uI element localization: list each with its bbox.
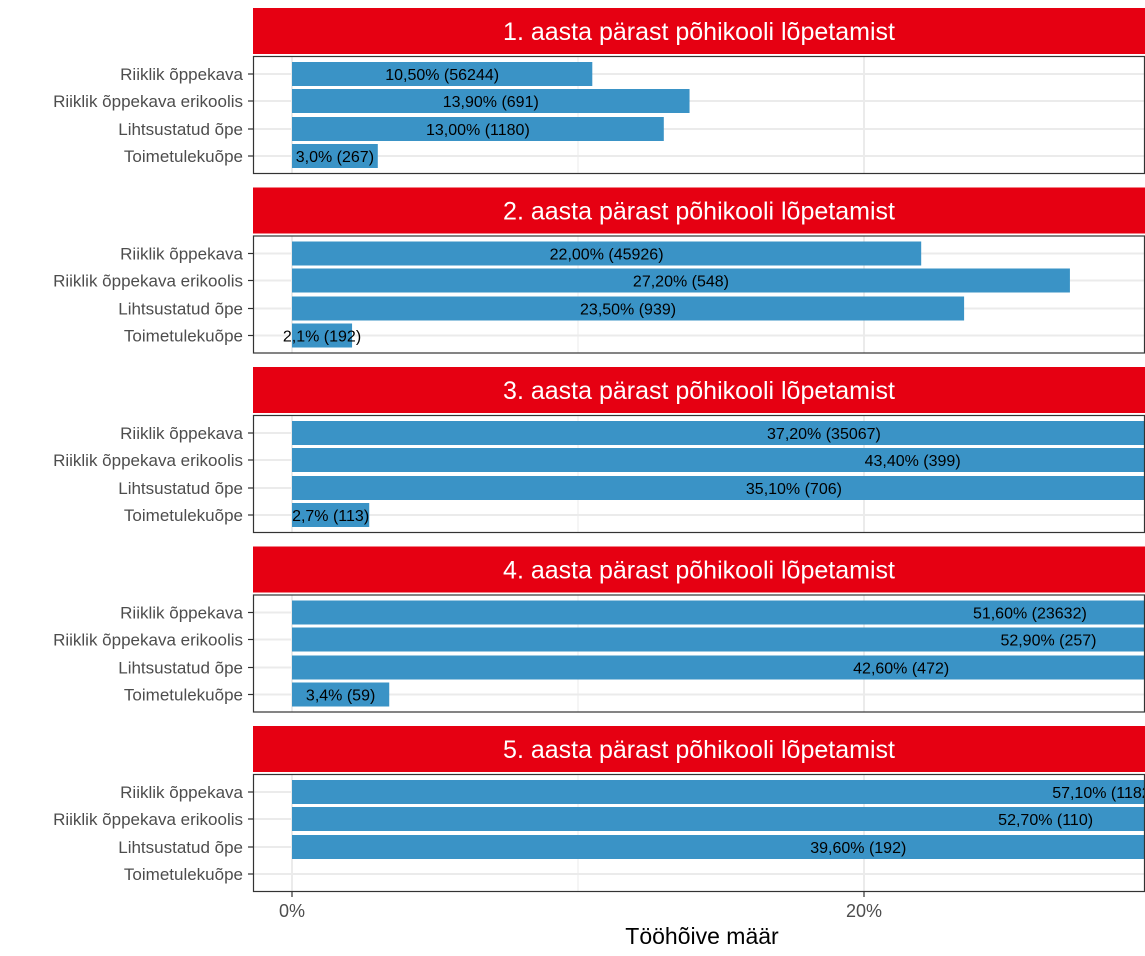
category-label: Toimetulekuõpe [124, 865, 243, 884]
bar-data-label: 3,4% (59) [306, 688, 375, 705]
bar [292, 780, 1145, 804]
x-axis-title: Tööhõive määr [625, 923, 779, 949]
bar-data-label: 43,40% (399) [865, 453, 961, 470]
facet-strip [253, 8, 1145, 54]
facet-title: 5. aasta pärast põhikooli lõpetamist [503, 736, 895, 764]
bar [292, 144, 378, 168]
category-label: Riiklik õppekava [120, 604, 243, 623]
category-label: Lihtsustatud õpe [118, 300, 243, 319]
bar [292, 503, 370, 527]
facet-title: 2. aasta pärast põhikooli lõpetamist [503, 198, 895, 226]
bar [292, 323, 353, 348]
bar [292, 807, 1145, 831]
category-label: Riiklik õppekava erikoolis [53, 631, 243, 650]
facet-strip [253, 367, 1145, 413]
bar-data-label: 2,1% (192) [283, 329, 361, 346]
bar [292, 62, 593, 86]
bar [292, 241, 922, 266]
bar-data-label: 22,00% (45926) [550, 247, 664, 264]
category-label: Riiklik õppekava [120, 783, 243, 802]
bar [292, 835, 1145, 859]
bar-data-label: 57,10% (11825) [1052, 785, 1145, 802]
category-label: Riiklik õppekava erikoolis [53, 272, 243, 291]
facet-panel: 4. aasta pärast põhikooli lõpetamist 51,6… [53, 546, 1145, 713]
facet-title: 4. aasta pärast põhikooli lõpetamist [503, 557, 895, 585]
x-axis: 0%20%40% [279, 892, 882, 921]
bar-data-label: 3,0% (267) [296, 149, 374, 166]
category-label: Lihtsustatud õpe [118, 838, 243, 857]
bar [292, 600, 1145, 625]
bar-data-label: 13,00% (1180) [426, 122, 530, 139]
bar-data-label: 35,10% (706) [746, 481, 842, 498]
bar-data-label: 37,20% (35067) [767, 426, 881, 443]
bar-data-label: 13,90% (691) [443, 94, 539, 111]
facet-panel: 3. aasta pärast põhikooli lõpetamist 37,2… [53, 367, 1145, 534]
bar [292, 117, 664, 141]
category-label: Riiklik õppekava erikoolis [53, 451, 243, 470]
facet-panel: 5. aasta pärast põhikooli lõpetamist 57,1… [53, 726, 1145, 893]
bar-data-label: 27,20% (548) [633, 274, 729, 291]
bar [292, 296, 965, 321]
category-label: Lihtsustatud õpe [118, 479, 243, 498]
facet-title: 3. aasta pärast põhikooli lõpetamist [503, 377, 895, 405]
bar-data-label: 39,60% (192) [810, 840, 906, 857]
category-label: Lihtsustatud õpe [118, 120, 243, 139]
bar [292, 655, 1145, 680]
bar-data-label: 23,50% (939) [580, 302, 676, 319]
x-tick-label: 0% [279, 901, 305, 921]
facet-strip [253, 726, 1145, 772]
bar [292, 89, 690, 113]
category-label: Riiklik õppekava [120, 65, 243, 84]
facet-panel: 1. aasta pärast põhikooli lõpetamist 10,5… [53, 8, 1145, 175]
bar-data-label: 52,70% (110) [998, 812, 1093, 829]
bar [292, 476, 1145, 500]
facet-panel: 2. aasta pärast põhikooli lõpetamist 22,0… [53, 187, 1145, 354]
category-label: Riiklik õppekava [120, 424, 243, 443]
chart-panels: 1. aasta pärast põhikooli lõpetamist 10,5… [53, 8, 1145, 893]
facet-title: 1. aasta pärast põhikooli lõpetamist [503, 18, 895, 46]
x-tick-label: 20% [846, 901, 882, 921]
category-label: Riiklik õppekava erikoolis [53, 92, 243, 111]
category-label: Riiklik õppekava [120, 245, 243, 264]
category-label: Riiklik õppekava erikoolis [53, 810, 243, 829]
bar-data-label: 51,60% (23632) [973, 606, 1087, 623]
category-label: Toimetulekuõpe [124, 327, 243, 346]
category-label: Toimetulekuõpe [124, 147, 243, 166]
category-label: Toimetulekuõpe [124, 506, 243, 525]
bar [292, 268, 1070, 293]
bar-data-label: 42,60% (472) [853, 661, 949, 678]
category-label: Lihtsustatud õpe [118, 659, 243, 678]
bar [292, 682, 390, 707]
bar [292, 448, 1145, 472]
facet-strip [253, 187, 1145, 234]
bar-data-label: 10,50% (56244) [385, 67, 499, 84]
bar [292, 421, 1145, 445]
bar [292, 627, 1145, 652]
facet-strip [253, 546, 1145, 593]
bar-data-label: 2,7% (113) [292, 508, 369, 525]
bar-data-label: 52,90% (257) [1000, 633, 1096, 650]
category-label: Toimetulekuõpe [124, 686, 243, 705]
